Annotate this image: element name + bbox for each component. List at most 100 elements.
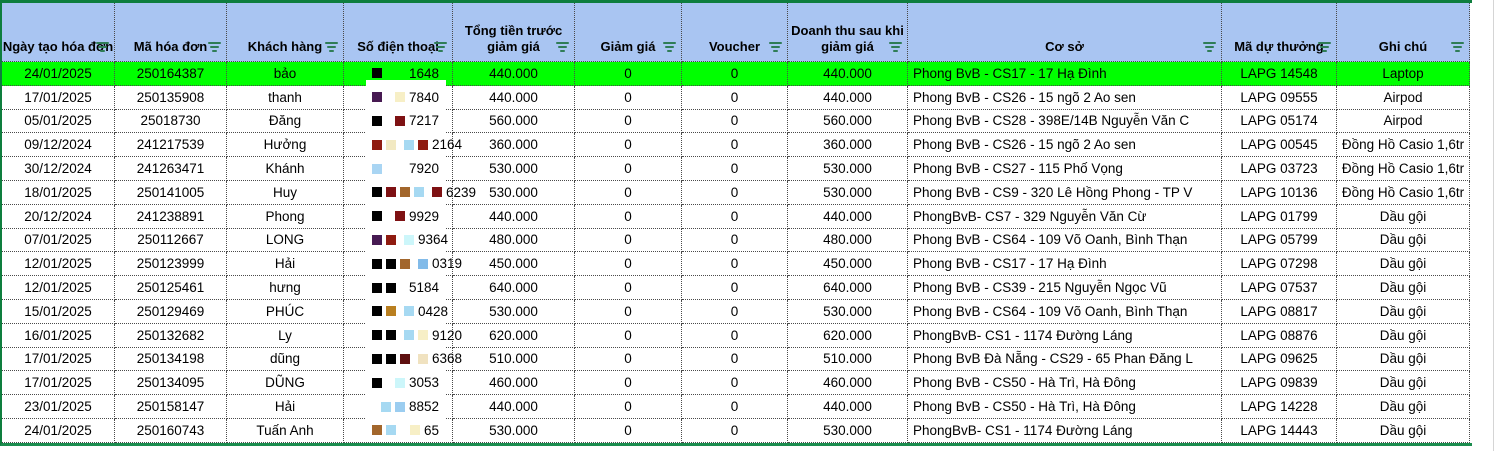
cell-total-before-discount[interactable]: 440.000 — [453, 395, 575, 419]
cell-note[interactable]: Đồng Hồ Casio 1,6tr — [1337, 157, 1470, 181]
cell-customer[interactable]: LONG — [227, 228, 344, 253]
filter-icon[interactable] — [556, 42, 569, 52]
cell-total-before-discount[interactable]: 510.000 — [453, 347, 575, 372]
cell-note[interactable]: Laptop — [1337, 62, 1470, 86]
header-cell[interactable]: Số điện thoại — [344, 3, 453, 62]
cell-customer[interactable]: Khánh — [227, 157, 344, 181]
cell-invoice-code[interactable]: 250141005 — [115, 180, 227, 205]
cell-discount[interactable]: 0 — [575, 395, 682, 419]
cell-date[interactable]: 15/01/2025 — [2, 299, 115, 324]
cell-prize-code[interactable]: LAPG 09555 — [1222, 85, 1337, 110]
cell-discount[interactable]: 0 — [575, 62, 682, 86]
cell-facility[interactable]: Phong BvB - CS50 - Hà Trì, Hà Đông — [908, 371, 1222, 396]
cell-note[interactable]: Dầu gội — [1337, 299, 1470, 324]
cell-revenue-after-discount[interactable]: 510.000 — [788, 347, 908, 372]
cell-discount[interactable]: 0 — [575, 133, 682, 158]
cell-voucher[interactable]: 0 — [682, 276, 788, 300]
cell-note[interactable]: Dầu gội — [1337, 323, 1470, 348]
header-cell[interactable]: Ngày tạo hóa đơn — [2, 3, 115, 62]
filter-icon[interactable] — [1203, 42, 1216, 52]
header-cell[interactable]: Ghi chú — [1337, 3, 1470, 62]
cell-note[interactable]: Dầu gội — [1337, 252, 1470, 277]
cell-voucher[interactable]: 0 — [682, 371, 788, 396]
cell-date[interactable]: 12/01/2025 — [2, 252, 115, 277]
cell-invoice-code[interactable]: 241238891 — [115, 204, 227, 229]
cell-invoice-code[interactable]: 241217539 — [115, 133, 227, 158]
header-cell[interactable]: Doanh thu sau khi giảm giá — [788, 3, 908, 62]
cell-facility[interactable]: PhongBvB- CS1 - 1174 Đường Láng — [908, 418, 1222, 443]
header-cell[interactable]: Tổng tiền trước giảm giá — [453, 3, 575, 62]
cell-date[interactable]: 05/01/2025 — [2, 109, 115, 134]
cell-date[interactable]: 24/01/2025 — [2, 418, 115, 443]
cell-revenue-after-discount[interactable]: 640.000 — [788, 276, 908, 300]
cell-date[interactable]: 23/01/2025 — [2, 395, 115, 419]
filter-icon[interactable] — [1318, 42, 1331, 52]
cell-discount[interactable]: 0 — [575, 157, 682, 181]
filter-icon[interactable] — [434, 42, 447, 52]
cell-facility[interactable]: Phong BvB - CS64 - 109 Võ Oanh, Bình Thạ… — [908, 299, 1222, 324]
cell-customer[interactable]: Tuấn Anh — [227, 418, 344, 443]
cell-customer[interactable]: Hải — [227, 252, 344, 277]
cell-facility[interactable]: PhongBvB- CS7 - 329 Nguyễn Văn Cừ — [908, 204, 1222, 229]
cell-revenue-after-discount[interactable]: 440.000 — [788, 395, 908, 419]
cell-discount[interactable]: 0 — [575, 323, 682, 348]
cell-customer[interactable]: PHÚC — [227, 299, 344, 324]
cell-date[interactable]: 16/01/2025 — [2, 323, 115, 348]
header-cell[interactable]: Mã dự thưởng — [1222, 3, 1337, 62]
filter-icon[interactable] — [325, 42, 338, 52]
cell-total-before-discount[interactable]: 450.000 — [453, 252, 575, 277]
cell-facility[interactable]: PhongBvB- CS1 - 1174 Đường Láng — [908, 323, 1222, 348]
cell-total-before-discount[interactable]: 620.000 — [453, 323, 575, 348]
cell-customer[interactable]: dũng — [227, 347, 344, 372]
cell-voucher[interactable]: 0 — [682, 228, 788, 253]
cell-revenue-after-discount[interactable]: 620.000 — [788, 323, 908, 348]
cell-total-before-discount[interactable]: 530.000 — [453, 157, 575, 181]
cell-revenue-after-discount[interactable]: 480.000 — [788, 228, 908, 253]
cell-revenue-after-discount[interactable]: 530.000 — [788, 157, 908, 181]
cell-date[interactable]: 17/01/2025 — [2, 347, 115, 372]
cell-discount[interactable]: 0 — [575, 418, 682, 443]
cell-total-before-discount[interactable]: 530.000 — [453, 299, 575, 324]
cell-prize-code[interactable]: LAPG 10136 — [1222, 180, 1337, 205]
cell-total-before-discount[interactable]: 480.000 — [453, 228, 575, 253]
cell-invoice-code[interactable]: 241263471 — [115, 157, 227, 181]
cell-voucher[interactable]: 0 — [682, 133, 788, 158]
cell-total-before-discount[interactable]: 560.000 — [453, 109, 575, 134]
cell-invoice-code[interactable]: 250129469 — [115, 299, 227, 324]
cell-facility[interactable]: Phong BvB - CS28 - 398E/14B Nguyễn Văn C — [908, 109, 1222, 134]
cell-prize-code[interactable]: LAPG 03723 — [1222, 157, 1337, 181]
cell-note[interactable]: Dầu gội — [1337, 395, 1470, 419]
cell-invoice-code[interactable]: 250123999 — [115, 252, 227, 277]
cell-voucher[interactable]: 0 — [682, 180, 788, 205]
cell-date[interactable]: 17/01/2025 — [2, 371, 115, 396]
cell-total-before-discount[interactable]: 530.000 — [453, 418, 575, 443]
cell-facility[interactable]: Phong BvB Đà Nẵng - CS29 - 65 Phan Đăng … — [908, 347, 1222, 372]
cell-voucher[interactable]: 0 — [682, 62, 788, 86]
cell-date[interactable]: 07/01/2025 — [2, 228, 115, 253]
cell-customer[interactable]: Đăng — [227, 109, 344, 134]
cell-revenue-after-discount[interactable]: 440.000 — [788, 62, 908, 86]
cell-revenue-after-discount[interactable]: 440.000 — [788, 204, 908, 229]
cell-discount[interactable]: 0 — [575, 371, 682, 396]
cell-phone[interactable]: 65 — [344, 412, 453, 443]
cell-customer[interactable]: Ly — [227, 323, 344, 348]
cell-invoice-code[interactable]: 25018730 — [115, 109, 227, 134]
cell-voucher[interactable]: 0 — [682, 418, 788, 443]
cell-customer[interactable]: Huy — [227, 180, 344, 205]
cell-prize-code[interactable]: LAPG 07537 — [1222, 276, 1337, 300]
cell-revenue-after-discount[interactable]: 440.000 — [788, 85, 908, 110]
filter-icon[interactable] — [889, 42, 902, 52]
cell-prize-code[interactable]: LAPG 14443 — [1222, 418, 1337, 443]
filter-icon[interactable] — [96, 42, 109, 52]
cell-prize-code[interactable]: LAPG 00545 — [1222, 133, 1337, 158]
cell-revenue-after-discount[interactable]: 560.000 — [788, 109, 908, 134]
cell-discount[interactable]: 0 — [575, 180, 682, 205]
cell-date[interactable]: 30/12/2024 — [2, 157, 115, 181]
cell-note[interactable]: Dầu gội — [1337, 276, 1470, 300]
filter-icon[interactable] — [663, 42, 676, 52]
cell-prize-code[interactable]: LAPG 01799 — [1222, 204, 1337, 229]
cell-customer[interactable]: Hải — [227, 395, 344, 419]
cell-prize-code[interactable]: LAPG 14228 — [1222, 395, 1337, 419]
cell-invoice-code[interactable]: 250158147 — [115, 395, 227, 419]
cell-total-before-discount[interactable]: 640.000 — [453, 276, 575, 300]
